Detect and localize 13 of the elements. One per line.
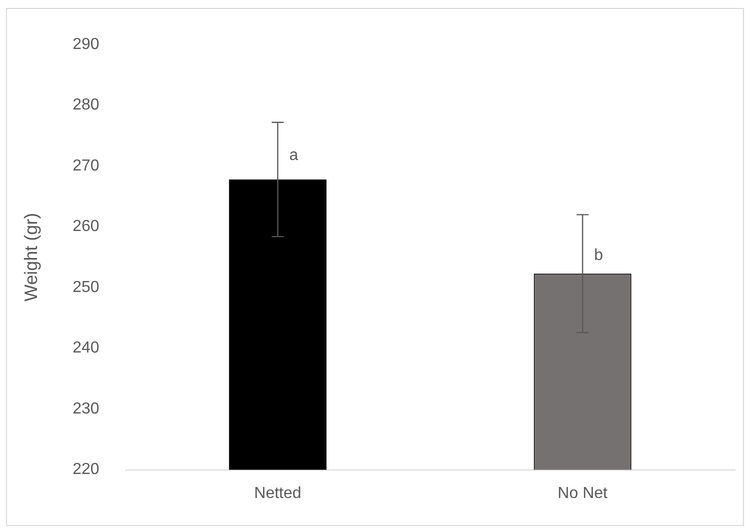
annotation: b	[594, 246, 604, 264]
x-tick-label: No Net	[558, 484, 608, 502]
y-tick-label: 220	[72, 461, 100, 478]
x-tick-label: Netted	[254, 484, 302, 502]
y-tick-label: 290	[72, 36, 100, 54]
y-tick-label: 250	[72, 278, 100, 296]
annotation: a	[289, 147, 298, 164]
y-tick-label: 230	[72, 400, 100, 418]
y-axis-title: Weight (gr)	[20, 212, 41, 302]
y-tick-label: 240	[72, 340, 100, 357]
y-tick-label: 280	[72, 96, 100, 114]
y-tick-label: 260	[72, 218, 100, 236]
y-tick-label: 270	[72, 157, 100, 174]
